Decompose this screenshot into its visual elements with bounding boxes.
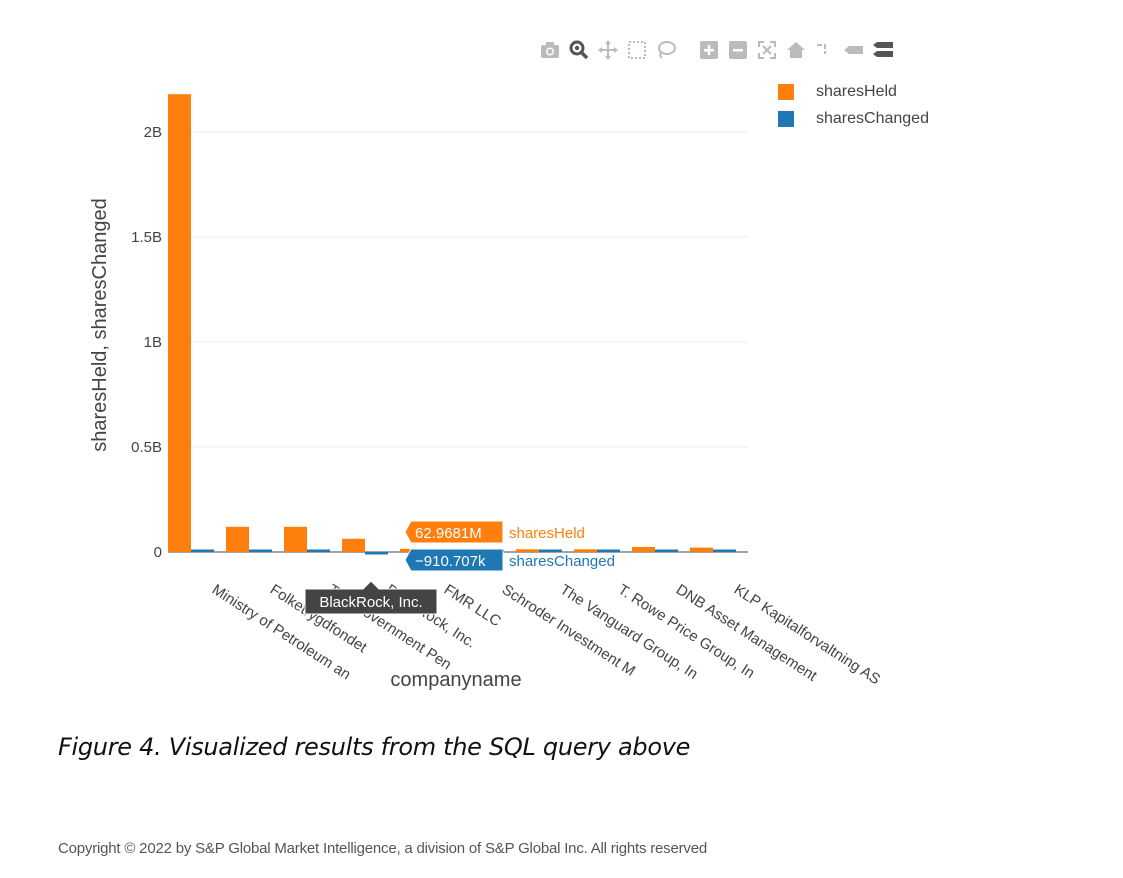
zoom-out-icon[interactable] xyxy=(726,38,750,62)
legend-item-shareschanged[interactable]: sharesChanged xyxy=(778,105,929,132)
bar-sharesheld[interactable] xyxy=(632,546,655,552)
legend-swatch-shareschanged xyxy=(778,110,794,127)
pan-icon[interactable] xyxy=(596,38,620,62)
y-tick-label: 2B xyxy=(144,124,162,141)
hover-value: 62.9681M xyxy=(415,525,482,542)
camera-icon[interactable] xyxy=(538,38,562,62)
autoscale-icon[interactable] xyxy=(755,38,779,62)
hover-label-category: BlackRock, Inc. xyxy=(304,580,438,615)
legend-label-sharesheld: sharesHeld xyxy=(816,82,897,100)
bar-shareschanged[interactable] xyxy=(307,549,330,553)
bar-shareschanged[interactable] xyxy=(365,552,388,555)
zoom-icon[interactable] xyxy=(567,38,591,62)
y-tick-label: 0.5B xyxy=(131,439,162,456)
bar-shareschanged[interactable] xyxy=(191,549,214,553)
legend-item-sharesheld[interactable]: sharesHeld xyxy=(778,78,929,105)
y-tick-label: 1.5B xyxy=(131,229,162,246)
legend-swatch-sharesheld xyxy=(778,83,794,100)
legend-label-shareschanged: sharesChanged xyxy=(816,109,929,127)
figure-caption: Figure 4. Visualized results from the SQ… xyxy=(58,733,691,761)
reset-axes-icon[interactable] xyxy=(784,38,808,62)
bar-shareschanged[interactable] xyxy=(249,549,272,553)
bar-shareschanged[interactable] xyxy=(655,549,678,553)
y-tick-label: 1B xyxy=(144,334,162,351)
bar-shareschanged[interactable] xyxy=(597,549,620,553)
bar-sharesheld[interactable] xyxy=(342,538,365,552)
y-tick-label: 0 xyxy=(154,544,162,561)
bar-sharesheld[interactable] xyxy=(690,547,713,552)
gridlines xyxy=(168,131,748,553)
bar-sharesheld[interactable] xyxy=(168,94,191,552)
bar-sharesheld[interactable] xyxy=(516,549,539,552)
y-axis-title: sharesHeld, sharesChanged xyxy=(89,198,111,452)
bar-sharesheld[interactable] xyxy=(226,526,249,552)
y-tick-labels: 0 0.5B 1B 1.5B 2B xyxy=(131,124,162,561)
bar-sharesheld[interactable] xyxy=(284,526,307,552)
zoom-in-icon[interactable] xyxy=(697,38,721,62)
hover-value: −910.707k xyxy=(415,553,486,570)
lasso-select-icon[interactable] xyxy=(654,38,678,62)
copyright-footer: Copyright © 2022 by S&P Global Market In… xyxy=(58,840,707,857)
hover-label-shareschanged: −910.707k sharesChanged xyxy=(404,548,615,572)
bar-shareschanged[interactable] xyxy=(539,549,562,553)
chart-legend: sharesHeld sharesChanged xyxy=(778,78,929,132)
box-select-icon[interactable] xyxy=(625,38,649,62)
hover-series-name: sharesChanged xyxy=(509,553,615,570)
x-axis-title: companyname xyxy=(390,669,521,691)
hover-compare-icon[interactable] xyxy=(871,38,895,62)
hover-series-name: sharesHeld xyxy=(509,525,585,542)
bar-sharesheld[interactable] xyxy=(574,549,597,552)
chart-modebar xyxy=(538,38,900,62)
hover-category-text: BlackRock, Inc. xyxy=(319,594,422,611)
bar-shareschanged[interactable] xyxy=(713,549,736,553)
bars xyxy=(168,94,736,555)
spike-lines-icon[interactable] xyxy=(813,38,837,62)
hover-label-sharesheld: 62.9681M sharesHeld xyxy=(404,520,585,544)
hover-labels: 62.9681M sharesHeld −910.707k sharesChanged… xyxy=(304,520,615,615)
hover-closest-icon[interactable] xyxy=(842,38,866,62)
